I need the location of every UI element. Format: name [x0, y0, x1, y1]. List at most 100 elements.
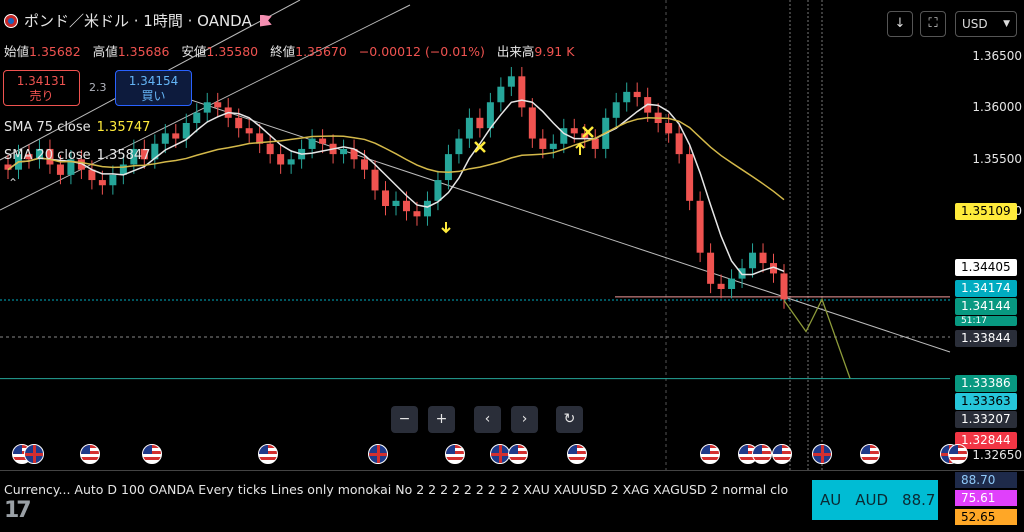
candle-63	[665, 123, 673, 134]
candle-23	[245, 128, 253, 134]
buy-price: 1.34154	[128, 74, 179, 88]
price-tick-4: 1.32650	[972, 448, 1022, 462]
candle-4	[46, 148, 54, 165]
candle-54	[570, 128, 578, 134]
candle-27	[287, 159, 295, 165]
candle-42	[444, 154, 452, 181]
candle-36	[382, 190, 390, 206]
download-icon[interactable]: ↓	[887, 11, 913, 37]
candle-40	[423, 200, 431, 217]
price-tag-0: 1.35109	[955, 203, 1017, 220]
candle-24	[256, 133, 264, 144]
candle-26	[277, 154, 285, 165]
indicator-value-0: 88.70	[955, 472, 1017, 488]
pane-separator[interactable]	[0, 470, 1024, 471]
sma20-line	[7, 99, 785, 276]
price-tick-0: 1.36500	[972, 48, 1022, 63]
sma-lines	[7, 99, 785, 276]
candle-8	[88, 169, 96, 181]
candle-48	[507, 76, 515, 87]
us-event-flag-icon[interactable]	[258, 444, 278, 464]
collapse-chevron-icon[interactable]: ⌃	[8, 176, 19, 190]
candle-33	[350, 148, 358, 160]
close-label: 終値	[270, 44, 296, 59]
sma20-legend[interactable]: SMA 20 close 1.35847	[4, 148, 150, 163]
uk-event-flag-icon[interactable]	[24, 444, 44, 464]
candle-11	[119, 164, 127, 175]
candle-29	[308, 138, 316, 149]
cross-mark-1	[582, 126, 594, 138]
sma75-legend[interactable]: SMA 75 close 1.35747	[4, 120, 150, 135]
candle-53	[560, 128, 568, 144]
us-event-flag-icon[interactable]	[948, 444, 968, 464]
open-label: 始値	[4, 44, 30, 59]
candle-51	[539, 138, 547, 149]
uk-event-flag-icon[interactable]	[490, 444, 510, 464]
candle-66	[696, 200, 704, 253]
candle-50	[528, 107, 536, 139]
us-event-flag-icon[interactable]	[772, 444, 792, 464]
candle-5	[56, 164, 64, 175]
candle-68	[717, 283, 725, 289]
price-tick-2: 1.35500	[972, 152, 1022, 167]
downtrend-line	[184, 97, 951, 353]
candle-22	[235, 117, 243, 129]
candle-12	[130, 148, 138, 165]
us-event-flag-icon[interactable]	[700, 444, 720, 464]
candle-14	[151, 143, 159, 160]
ohlc-readout: 始値1.35682 高値1.35686 安値1.35580 終値1.35670 …	[4, 41, 582, 60]
chart-title[interactable]: ポンド／米ドル · 1時間 · OANDA	[24, 12, 252, 30]
zoom-out-button[interactable]: −	[391, 406, 418, 433]
candle-19	[203, 102, 211, 113]
us-event-flag-icon[interactable]	[860, 444, 880, 464]
sell-price: 1.34131	[16, 74, 67, 88]
sma20-value: 1.35847	[96, 148, 151, 163]
candle-49	[518, 76, 526, 108]
currency-select[interactable]: USD ▼	[955, 11, 1017, 37]
scroll-right-button[interactable]: ›	[511, 406, 538, 433]
sell-button[interactable]: 1.34131 売り	[3, 70, 80, 106]
candle-0	[4, 164, 12, 170]
uk-event-flag-icon[interactable]	[812, 444, 832, 464]
sma75-value: 1.35747	[96, 120, 151, 135]
currency-indicator-legend[interactable]: Currency... Auto D 100 OANDA Every ticks…	[4, 482, 789, 497]
candle-9	[98, 180, 106, 186]
us-event-flag-icon[interactable]	[445, 444, 465, 464]
zoom-in-button[interactable]: +	[428, 406, 455, 433]
currency-value: USD	[962, 17, 988, 31]
candle-34	[361, 159, 369, 170]
candle-2	[25, 154, 33, 160]
candle-39	[413, 211, 421, 217]
candle-64	[675, 133, 683, 155]
price-tag-1: 1.34405	[955, 259, 1017, 276]
change-value: −0.00012 (−0.01%)	[358, 44, 485, 59]
candle-15	[161, 133, 169, 144]
spread-value: 2.3	[89, 81, 107, 94]
buy-arrow-mark	[575, 142, 585, 155]
buy-button[interactable]: 1.34154 買い	[115, 70, 192, 106]
candle-13	[140, 148, 148, 160]
us-event-flag-icon[interactable]	[752, 444, 772, 464]
candle-17	[182, 123, 190, 139]
aud-strength-label: AU AUD 88.7	[812, 480, 938, 520]
us-event-flag-icon[interactable]	[567, 444, 587, 464]
us-event-flag-icon[interactable]	[142, 444, 162, 464]
candle-71	[749, 252, 757, 269]
us-event-flag-icon[interactable]	[80, 444, 100, 464]
flag-icon[interactable]	[259, 14, 272, 27]
us-event-flag-icon[interactable]	[508, 444, 528, 464]
candle-41	[434, 180, 442, 201]
reset-button[interactable]: ↻	[556, 406, 583, 433]
uk-event-flag-icon[interactable]	[368, 444, 388, 464]
candle-25	[266, 143, 274, 155]
price-tag-6: 1.33386	[955, 375, 1017, 392]
price-tag-3: 1.34144	[955, 298, 1017, 315]
scroll-left-button[interactable]: ‹	[474, 406, 501, 433]
price-tag-7: 1.33363	[955, 393, 1017, 410]
fullscreen-icon[interactable]: ⛶	[920, 11, 946, 37]
indicator-value-2: 52.65	[955, 509, 1017, 525]
price-tag-5: 1.33844	[955, 330, 1017, 347]
candle-59	[623, 91, 631, 103]
price-tick-1: 1.36000	[972, 100, 1022, 115]
